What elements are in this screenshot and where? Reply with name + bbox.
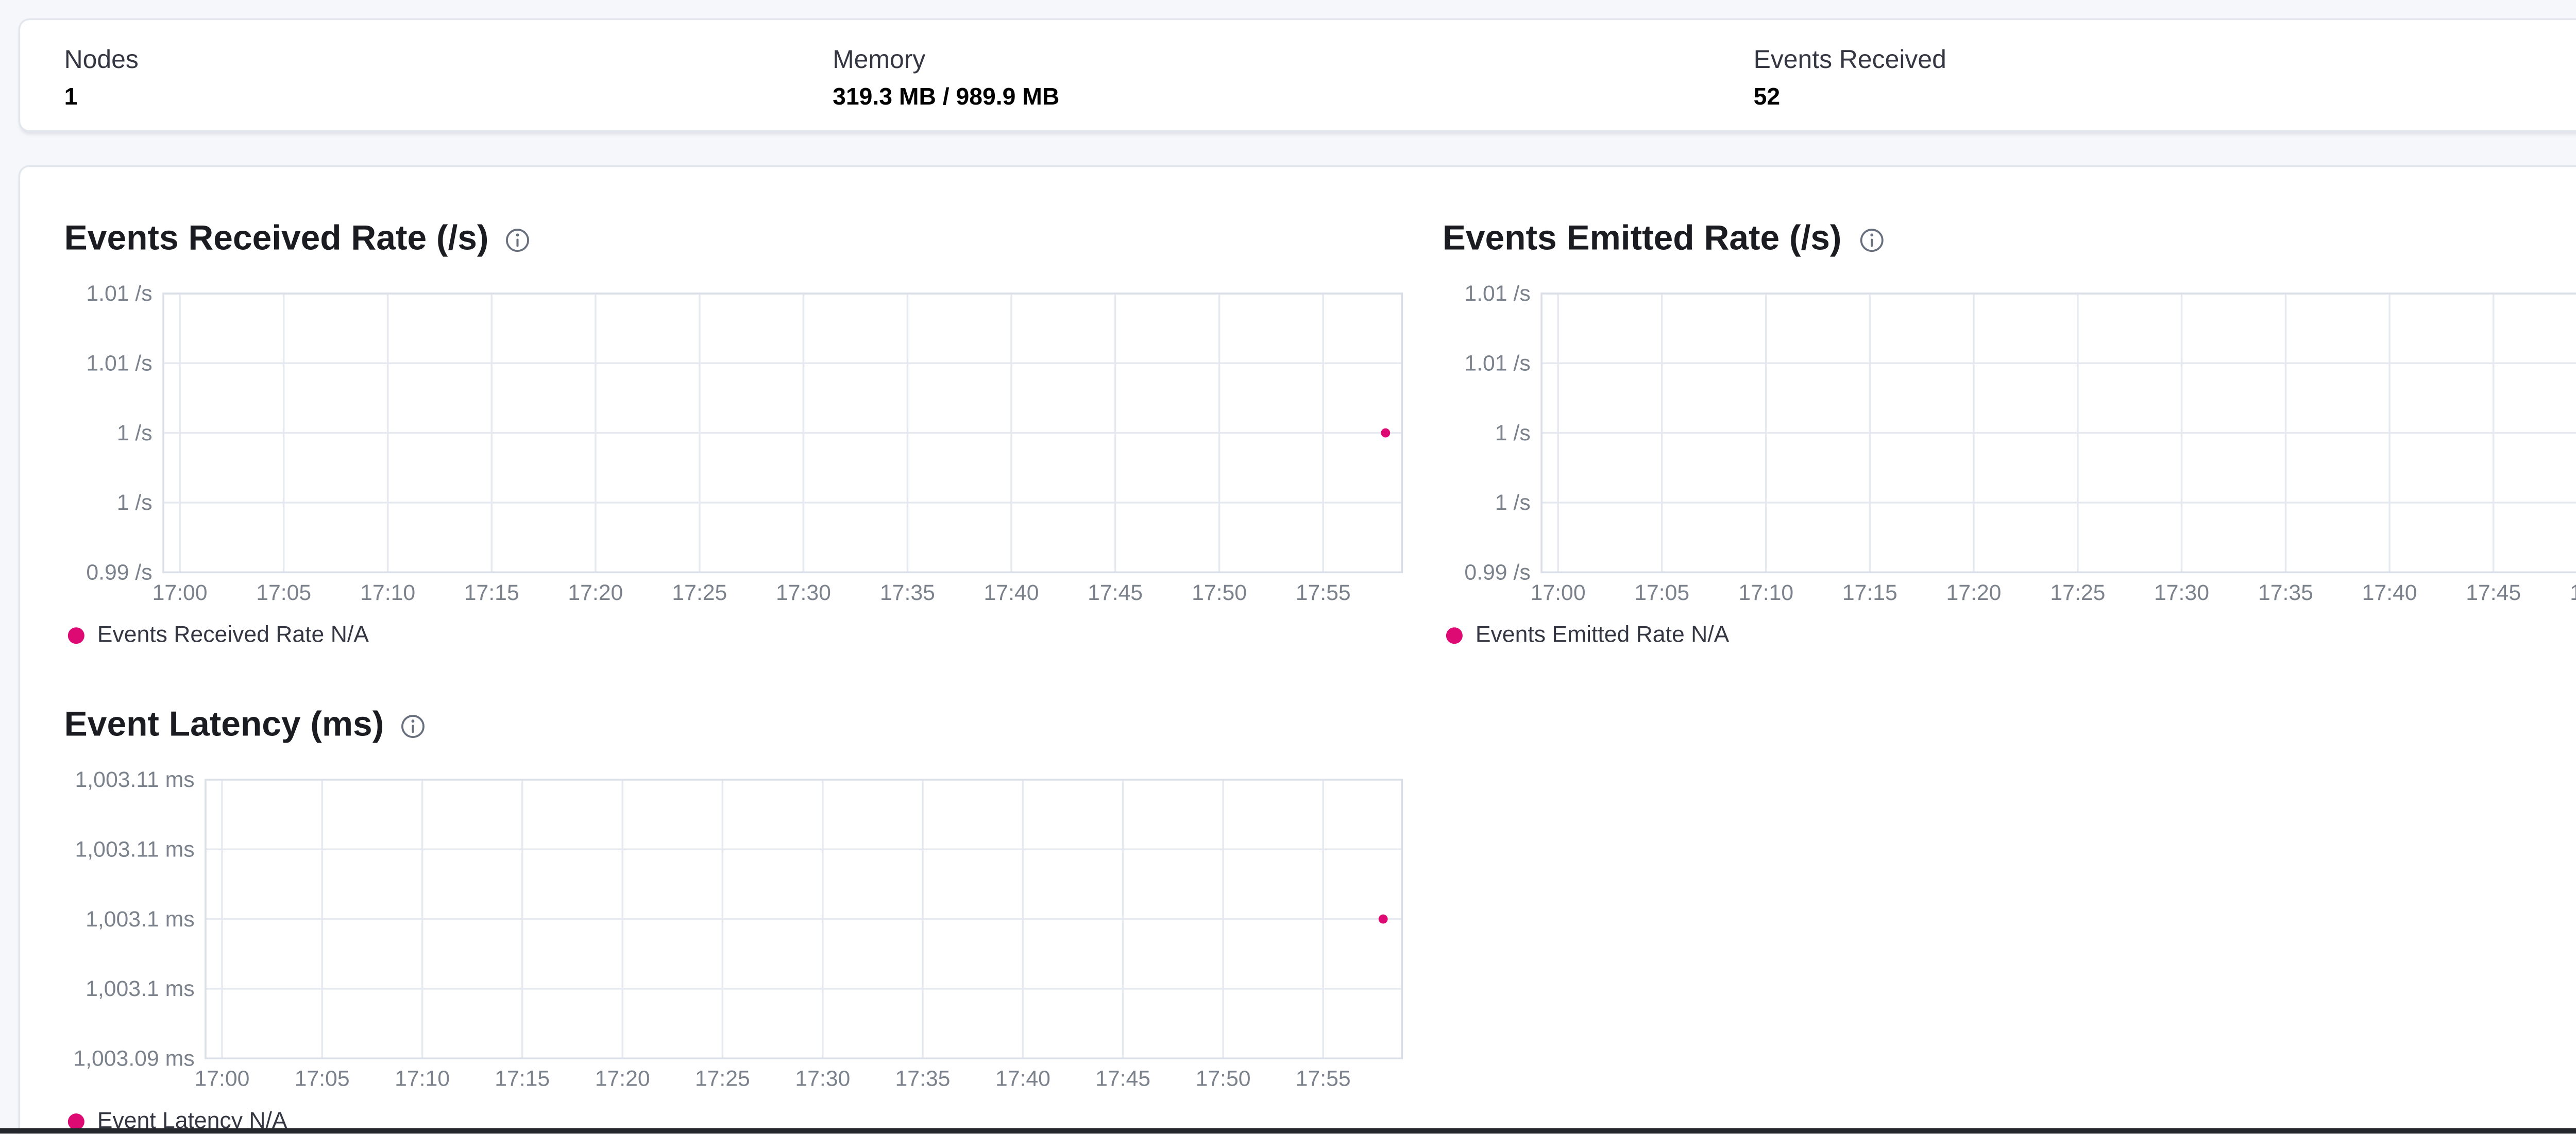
svg-text:17:40: 17:40 [984,580,1039,605]
svg-text:17:55: 17:55 [1296,580,1351,605]
svg-text:17:15: 17:15 [1842,580,1897,605]
svg-text:17:50: 17:50 [1196,1067,1251,1091]
svg-text:17:45: 17:45 [1088,580,1143,605]
svg-text:1,003.1 ms: 1,003.1 ms [86,907,194,932]
svg-text:17:10: 17:10 [395,1067,450,1091]
chart-events-received-rate: Events Received Rate (/s) 1.01 /s 1.01 /s… [64,208,1404,649]
chart-legend: Events Emitted Rate N/A [1443,620,2576,649]
chart-title-row: Event Latency (ms) [64,701,1404,750]
svg-text:17:25: 17:25 [695,1067,750,1091]
svg-text:17:00: 17:00 [195,1067,250,1091]
svg-text:17:25: 17:25 [672,580,727,605]
stat-label: Nodes [64,44,139,74]
svg-text:17:00: 17:00 [1531,580,1586,605]
svg-text:1.01 /s: 1.01 /s [1464,351,1530,376]
svg-text:17:20: 17:20 [595,1067,650,1091]
svg-text:17:10: 17:10 [360,580,415,605]
svg-text:1.01 /s: 1.01 /s [86,351,152,376]
chart-canvas[interactable]: 1.01 /s 1.01 /s 1 /s 1 /s 0.99 /s 17:00 17:05 1… [64,281,1404,616]
svg-text:17:05: 17:05 [295,1067,350,1091]
svg-text:17:40: 17:40 [2362,580,2417,605]
charts-panel: Events Received Rate (/s) 1.01 /s 1.01 /s… [18,165,2576,1134]
svg-text:1.01 /s: 1.01 /s [86,283,152,306]
svg-text:17:35: 17:35 [895,1067,950,1091]
svg-text:17:40: 17:40 [995,1067,1050,1091]
stat-label: Events Received [1753,44,1946,74]
svg-text:17:05: 17:05 [1634,580,1689,605]
summary-stat-memory: Memory 319.3 MB / 989.9 MB [833,42,1059,114]
svg-text:1,003.1 ms: 1,003.1 ms [86,976,194,1001]
stat-value: 319.3 MB / 989.9 MB [833,82,1060,110]
legend-label: Events Received Rate N/A [97,622,369,648]
info-icon[interactable] [400,713,426,738]
chart-title-row: Events Emitted Rate (/s) [1443,215,2576,264]
svg-text:17:05: 17:05 [256,580,311,605]
svg-text:1 /s: 1 /s [117,421,152,445]
stat-value: 1 [64,82,78,110]
chart-event-latency: Event Latency (ms) 1,003.11 ms 1,003.11 m… [64,693,1404,1134]
charts-grid: Events Received Rate (/s) 1.01 /s 1.01 /s… [64,208,2576,1134]
info-icon[interactable] [505,227,531,252]
summary-stat-events-received: Events Received 52 [1754,42,1946,114]
summary-bar: Nodes 1 Memory 319.3 MB / 989.9 MB Event… [18,18,2576,132]
svg-text:1,003.09 ms: 1,003.09 ms [73,1046,194,1071]
svg-text:17:30: 17:30 [795,1067,850,1091]
chart-title: Events Emitted Rate (/s) [1442,220,1842,259]
svg-text:17:10: 17:10 [1738,580,1793,605]
window-bottom-edge [0,1128,2576,1134]
svg-text:17:35: 17:35 [2258,580,2313,605]
svg-text:1,003.11 ms: 1,003.11 ms [75,837,195,862]
svg-text:17:55: 17:55 [1296,1067,1351,1091]
chart-legend: Events Received Rate N/A [64,620,1404,649]
stat-value: 52 [1753,82,1781,110]
svg-text:0.99 /s: 0.99 /s [1464,560,1530,585]
svg-text:17:25: 17:25 [2050,580,2105,605]
chart-title: Event Latency (ms) [64,706,384,745]
svg-text:17:50: 17:50 [2570,580,2576,605]
legend-label: Events Emitted Rate N/A [1475,622,1730,648]
svg-text:1 /s: 1 /s [1495,490,1531,515]
svg-text:17:30: 17:30 [2154,580,2209,605]
svg-text:17:20: 17:20 [568,580,623,605]
chart-title: Events Received Rate (/s) [64,220,489,259]
svg-text:17:45: 17:45 [1095,1067,1150,1091]
svg-text:0.99 /s: 0.99 /s [86,560,152,585]
summary-stat-nodes: Nodes 1 [64,42,139,114]
svg-text:17:20: 17:20 [1946,580,2001,605]
svg-text:17:15: 17:15 [464,580,519,605]
legend-dot [67,1112,84,1129]
chart-canvas[interactable]: 1,003.11 ms 1,003.11 ms 1,003.1 ms 1,003.1 … [64,767,1404,1102]
info-icon[interactable] [1858,227,1884,252]
legend-dot [1446,626,1463,643]
chart-events-emitted-rate: Events Emitted Rate (/s) 1.01 /s 1.01 /s 1… [1443,208,2576,649]
chart-canvas[interactable]: 1.01 /s 1.01 /s 1 /s 1 /s 0.99 /s 17:00 17:05 1… [1443,281,2576,616]
svg-text:1,003.11 ms: 1,003.11 ms [75,768,195,792]
svg-text:1.01 /s: 1.01 /s [1464,283,1530,306]
svg-text:17:35: 17:35 [880,580,935,605]
svg-text:17:45: 17:45 [2466,580,2521,605]
chart-title-row: Events Received Rate (/s) [64,215,1404,264]
svg-text:17:00: 17:00 [152,580,208,605]
svg-text:17:15: 17:15 [495,1067,550,1091]
stat-label: Memory [833,44,926,74]
svg-text:1 /s: 1 /s [117,490,152,515]
svg-text:17:30: 17:30 [776,580,831,605]
legend-dot [67,626,84,643]
svg-text:1 /s: 1 /s [1495,421,1531,445]
svg-text:17:50: 17:50 [1192,580,1247,605]
